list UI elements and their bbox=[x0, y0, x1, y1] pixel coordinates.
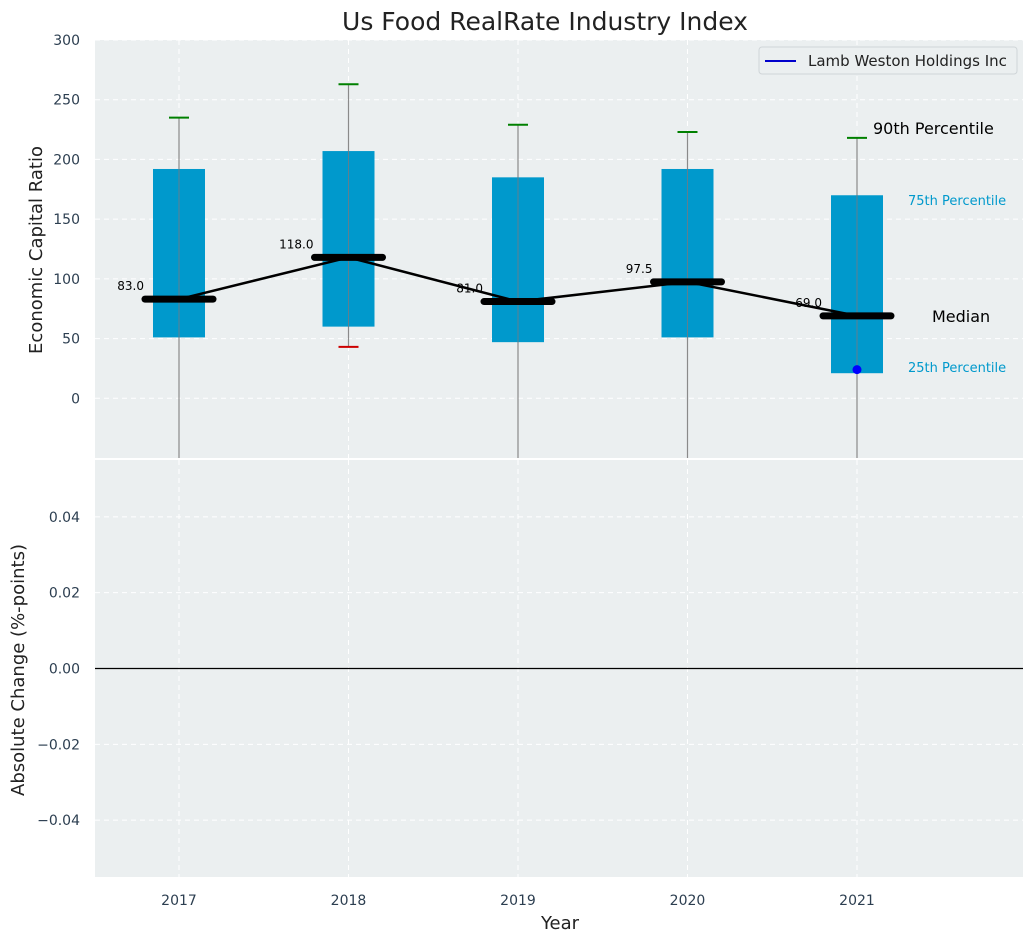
percentile-annotations: 90th Percentile 75th Percentile Median 2… bbox=[873, 119, 1006, 376]
annotation-median: Median bbox=[932, 307, 990, 326]
bottom-y-tick-label: 0.04 bbox=[49, 510, 80, 526]
top-y-tick-label: 250 bbox=[53, 93, 80, 109]
top-y-tick-label: 50 bbox=[62, 332, 80, 348]
x-tick-label: 2020 bbox=[670, 893, 706, 909]
annotation-90th: 90th Percentile bbox=[873, 119, 994, 138]
bottom-panel: −0.04 −0.02 0.00 0.02 0.04 Absolute Change (… bbox=[8, 460, 1023, 877]
top-y-tick-label: 0 bbox=[71, 391, 80, 407]
legend-label: Lamb Weston Holdings Inc bbox=[808, 52, 1007, 70]
boxes bbox=[153, 83, 883, 458]
median-value-label: 81.0 bbox=[456, 282, 483, 296]
annotation-25th: 25th Percentile bbox=[908, 361, 1006, 376]
x-tick-label: 2017 bbox=[161, 893, 197, 909]
bottom-y-tick-label: 0.00 bbox=[49, 662, 80, 678]
median-value-label: 97.5 bbox=[626, 262, 653, 276]
bottom-y-tick-label: 0.02 bbox=[49, 586, 80, 602]
median-value-label: 118.0 bbox=[279, 237, 313, 251]
median-trend: 83.0 118.0 81.0 97.5 69.0 bbox=[117, 237, 895, 375]
bottom-y-tick-labels: −0.04 −0.02 0.00 0.02 0.04 bbox=[37, 510, 80, 829]
top-y-tick-label: 200 bbox=[53, 152, 80, 168]
x-tick-label: 2019 bbox=[500, 893, 536, 909]
top-y-tick-label: 100 bbox=[53, 272, 80, 288]
chart-title: Us Food RealRate Industry Index bbox=[342, 7, 748, 36]
bottom-y-tick-label: −0.02 bbox=[37, 737, 80, 753]
legend: Lamb Weston Holdings Inc bbox=[758, 46, 1018, 75]
top-y-tick-label: 150 bbox=[53, 212, 80, 228]
x-tick-labels: 2017 2018 2019 2020 2021 bbox=[161, 893, 875, 909]
company-point bbox=[852, 365, 862, 375]
median-value-label: 83.0 bbox=[117, 279, 144, 293]
annotation-75th: 75th Percentile bbox=[908, 194, 1006, 209]
top-y-tick-labels: 0 50 100 150 200 250 300 bbox=[53, 33, 80, 407]
x-tick-label: 2021 bbox=[839, 893, 875, 909]
top-y-tick-label: 300 bbox=[53, 33, 80, 49]
x-tick-label: 2018 bbox=[331, 893, 367, 909]
bottom-y-axis-label: Absolute Change (%-points) bbox=[8, 544, 29, 796]
top-y-axis-label: Economic Capital Ratio bbox=[26, 146, 47, 354]
top-panel-background bbox=[95, 40, 1023, 458]
bottom-y-tick-label: −0.04 bbox=[37, 813, 80, 829]
median-value-label: 69.0 bbox=[795, 296, 822, 310]
legend-box bbox=[758, 46, 1018, 75]
x-axis-label: Year bbox=[540, 913, 580, 934]
top-panel: 0 50 100 150 200 250 300 83.0 118.0 81.0 97.5 69.0… bbox=[26, 33, 1023, 458]
